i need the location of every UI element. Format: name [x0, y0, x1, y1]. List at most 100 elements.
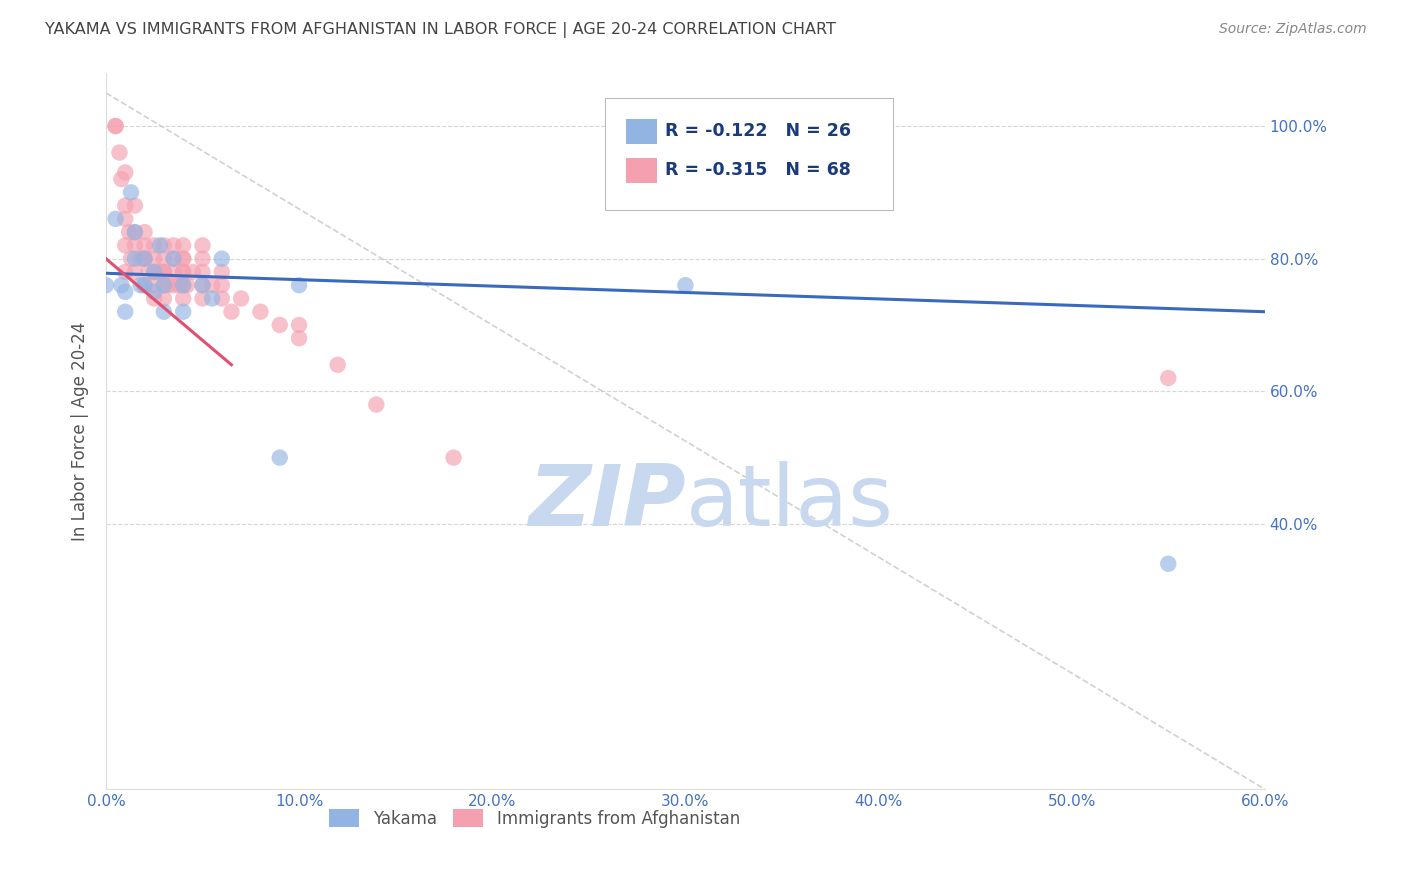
Point: [134, 252, 156, 266]
Point: [153, 265, 176, 279]
Point: [288, 278, 311, 293]
Text: YAKAMA VS IMMIGRANTS FROM AFGHANISTAN IN LABOR FORCE | AGE 20-24 CORRELATION CHA: YAKAMA VS IMMIGRANTS FROM AFGHANISTAN IN…: [45, 22, 835, 38]
Point: [172, 265, 194, 279]
Point: [172, 278, 194, 293]
Point: [143, 292, 166, 306]
Point: [191, 265, 214, 279]
Point: [108, 145, 131, 160]
Text: Source: ZipAtlas.com: Source: ZipAtlas.com: [1219, 22, 1367, 37]
Point: [326, 358, 349, 372]
Point: [129, 252, 152, 266]
Point: [156, 278, 179, 293]
Point: [114, 265, 136, 279]
Point: [114, 285, 136, 299]
Point: [124, 199, 146, 213]
Point: [288, 318, 311, 332]
Point: [153, 278, 176, 293]
Point: [191, 252, 214, 266]
Point: [104, 119, 127, 133]
Point: [134, 238, 156, 252]
Point: [104, 211, 127, 226]
Point: [114, 304, 136, 318]
Point: [172, 252, 194, 266]
Point: [134, 252, 156, 266]
Point: [134, 278, 156, 293]
Point: [149, 238, 172, 252]
Point: [153, 265, 176, 279]
Point: [129, 278, 152, 293]
Point: [120, 186, 142, 200]
Point: [191, 278, 214, 293]
Point: [114, 199, 136, 213]
Point: [110, 278, 132, 293]
Point: [211, 292, 233, 306]
Point: [201, 278, 224, 293]
Point: [153, 252, 176, 266]
Text: ZIP: ZIP: [527, 461, 685, 544]
Point: [172, 292, 194, 306]
Point: [143, 265, 166, 279]
Point: [124, 252, 146, 266]
Point: [221, 304, 243, 318]
Point: [134, 278, 156, 293]
Point: [162, 252, 184, 266]
Point: [114, 165, 136, 179]
Point: [211, 278, 233, 293]
Point: [191, 278, 214, 293]
Point: [134, 225, 156, 239]
Point: [211, 252, 233, 266]
Point: [366, 398, 388, 412]
Point: [201, 292, 224, 306]
Point: [110, 172, 132, 186]
Point: [134, 252, 156, 266]
Point: [172, 278, 194, 293]
Text: R = -0.315   N = 68: R = -0.315 N = 68: [665, 161, 851, 179]
Point: [172, 304, 194, 318]
Point: [162, 252, 184, 266]
Point: [153, 238, 176, 252]
Point: [143, 278, 166, 293]
Point: [153, 304, 176, 318]
Point: [191, 292, 214, 306]
Point: [172, 265, 194, 279]
Point: [124, 225, 146, 239]
Point: [114, 238, 136, 252]
Point: [172, 252, 194, 266]
Point: [172, 238, 194, 252]
Point: [143, 238, 166, 252]
Y-axis label: In Labor Force | Age 20-24: In Labor Force | Age 20-24: [72, 321, 89, 541]
Point: [94, 278, 117, 293]
Point: [143, 285, 166, 299]
Point: [249, 304, 271, 318]
Point: [443, 450, 465, 465]
Point: [120, 252, 142, 266]
Point: [181, 265, 204, 279]
Point: [104, 119, 127, 133]
Point: [118, 225, 141, 239]
Text: atlas: atlas: [685, 461, 893, 544]
Point: [162, 278, 184, 293]
Point: [1157, 557, 1180, 571]
Point: [153, 292, 176, 306]
Point: [191, 238, 214, 252]
Point: [269, 450, 291, 465]
Point: [1157, 371, 1180, 385]
Text: R = -0.122   N = 26: R = -0.122 N = 26: [665, 122, 851, 140]
Point: [124, 225, 146, 239]
Point: [673, 278, 696, 293]
Point: [114, 211, 136, 226]
Point: [138, 265, 160, 279]
Legend: Yakama, Immigrants from Afghanistan: Yakama, Immigrants from Afghanistan: [323, 803, 747, 835]
Point: [124, 238, 146, 252]
Point: [143, 252, 166, 266]
Point: [162, 238, 184, 252]
Point: [269, 318, 291, 332]
Point: [124, 265, 146, 279]
Point: [169, 278, 191, 293]
Point: [162, 265, 184, 279]
Point: [229, 292, 252, 306]
Point: [143, 265, 166, 279]
Point: [211, 265, 233, 279]
Point: [288, 331, 311, 345]
Point: [153, 278, 176, 293]
